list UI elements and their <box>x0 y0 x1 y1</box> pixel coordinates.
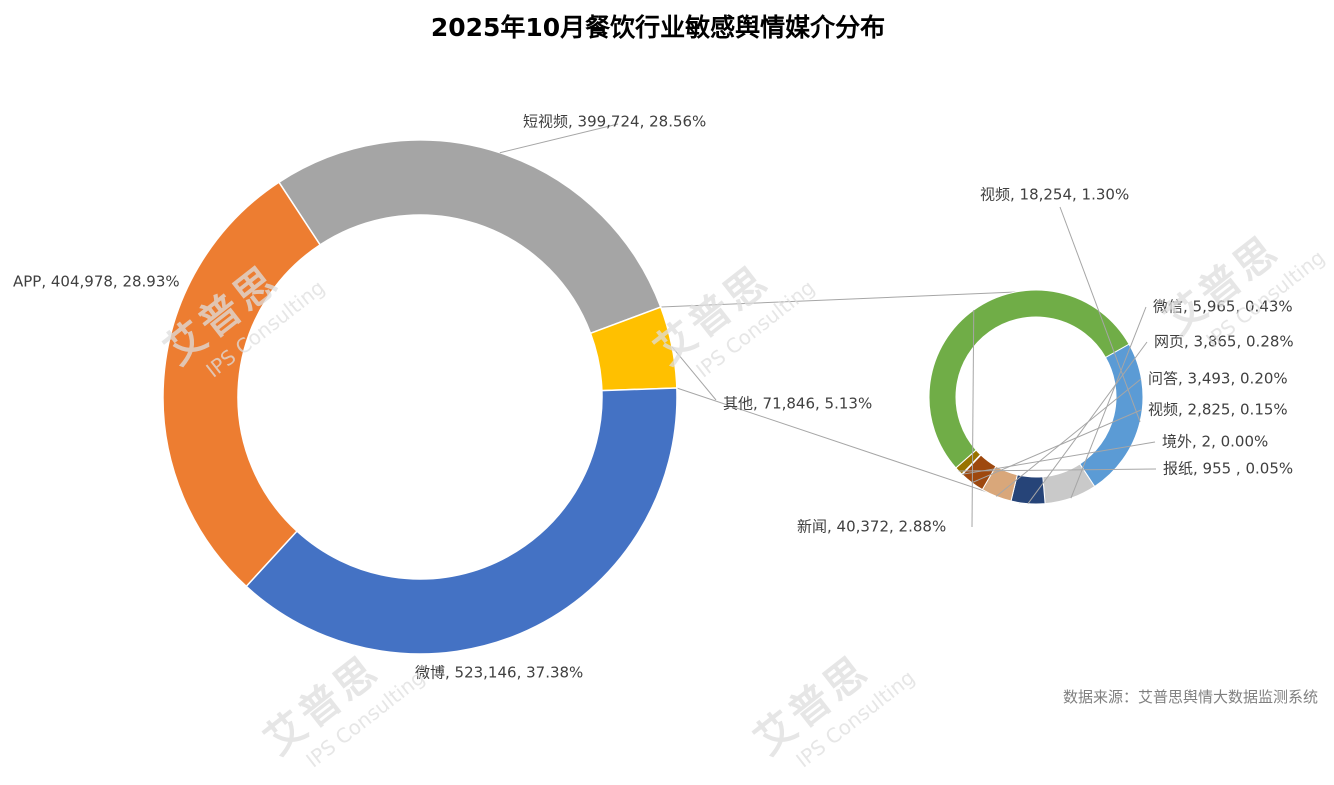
breakdown-leader-7 <box>971 309 975 528</box>
breakdown-label-0: 视频, 18,254, 1.30% <box>980 186 1129 204</box>
chart-svg: 短视频, 399,724, 28.56% 其他, 71,846, 5.13% 微博,… <box>13 113 1294 682</box>
breakdown-leader-0 <box>1059 206 1141 422</box>
main-label-0: 短视频, 399,724, 28.56% <box>523 113 706 131</box>
breakdown-label-6: 报纸, 955 , 0.05% <box>1163 460 1293 478</box>
main-slice-2 <box>245 387 678 655</box>
breakdown-donut <box>928 289 1144 505</box>
data-labels: 短视频, 399,724, 28.56% 其他, 71,846, 5.13% 微博,… <box>13 113 1294 682</box>
main-donut <box>162 139 678 655</box>
breakdown-label-2: 网页, 3,865, 0.28% <box>1154 333 1294 351</box>
breakdown-leader-6 <box>958 468 1157 472</box>
breakdown-leader-5 <box>961 441 1156 475</box>
breakdown-label-1: 微信, 5,965, 0.43% <box>1153 298 1293 316</box>
breakdown-slice-0 <box>1079 342 1144 488</box>
main-label-2: 微博, 523,146, 37.38% <box>415 664 583 682</box>
connector-lines <box>660 291 1021 504</box>
connector-line-bottom <box>676 387 1021 504</box>
breakdown-label-4: 视频, 2,825, 0.15% <box>1148 401 1288 419</box>
main-leader-0 <box>499 123 619 154</box>
main-slice-0 <box>277 139 662 335</box>
breakdown-leader-1 <box>1070 306 1147 499</box>
breakdown-label-5: 境外, 2, 0.00% <box>1162 433 1268 451</box>
breakdown-slice-7 <box>928 289 1130 469</box>
main-slice-3 <box>162 181 322 588</box>
main-label-1: 其他, 71,846, 5.13% <box>723 395 872 413</box>
data-source: 数据来源：艾普思舆情大数据监测系统 <box>1062 688 1318 706</box>
main-label-3: APP, 404,978, 28.93% <box>13 273 180 291</box>
main-leader-1 <box>671 346 717 401</box>
connector-line-top <box>660 291 1017 308</box>
breakdown-label-7: 新闻, 40,372, 2.88% <box>797 518 946 536</box>
chart-title: 2025年10月餐饮行业敏感舆情媒介分布 <box>430 13 886 42</box>
breakdown-label-3: 问答, 3,493, 0.20% <box>1148 370 1288 388</box>
breakdown-leader-3 <box>995 378 1142 497</box>
chart-root: 2025年10月餐饮行业敏感舆情媒介分布 短视频, 399,724, 28.56… <box>13 13 1329 772</box>
leader-lines <box>499 123 1157 528</box>
